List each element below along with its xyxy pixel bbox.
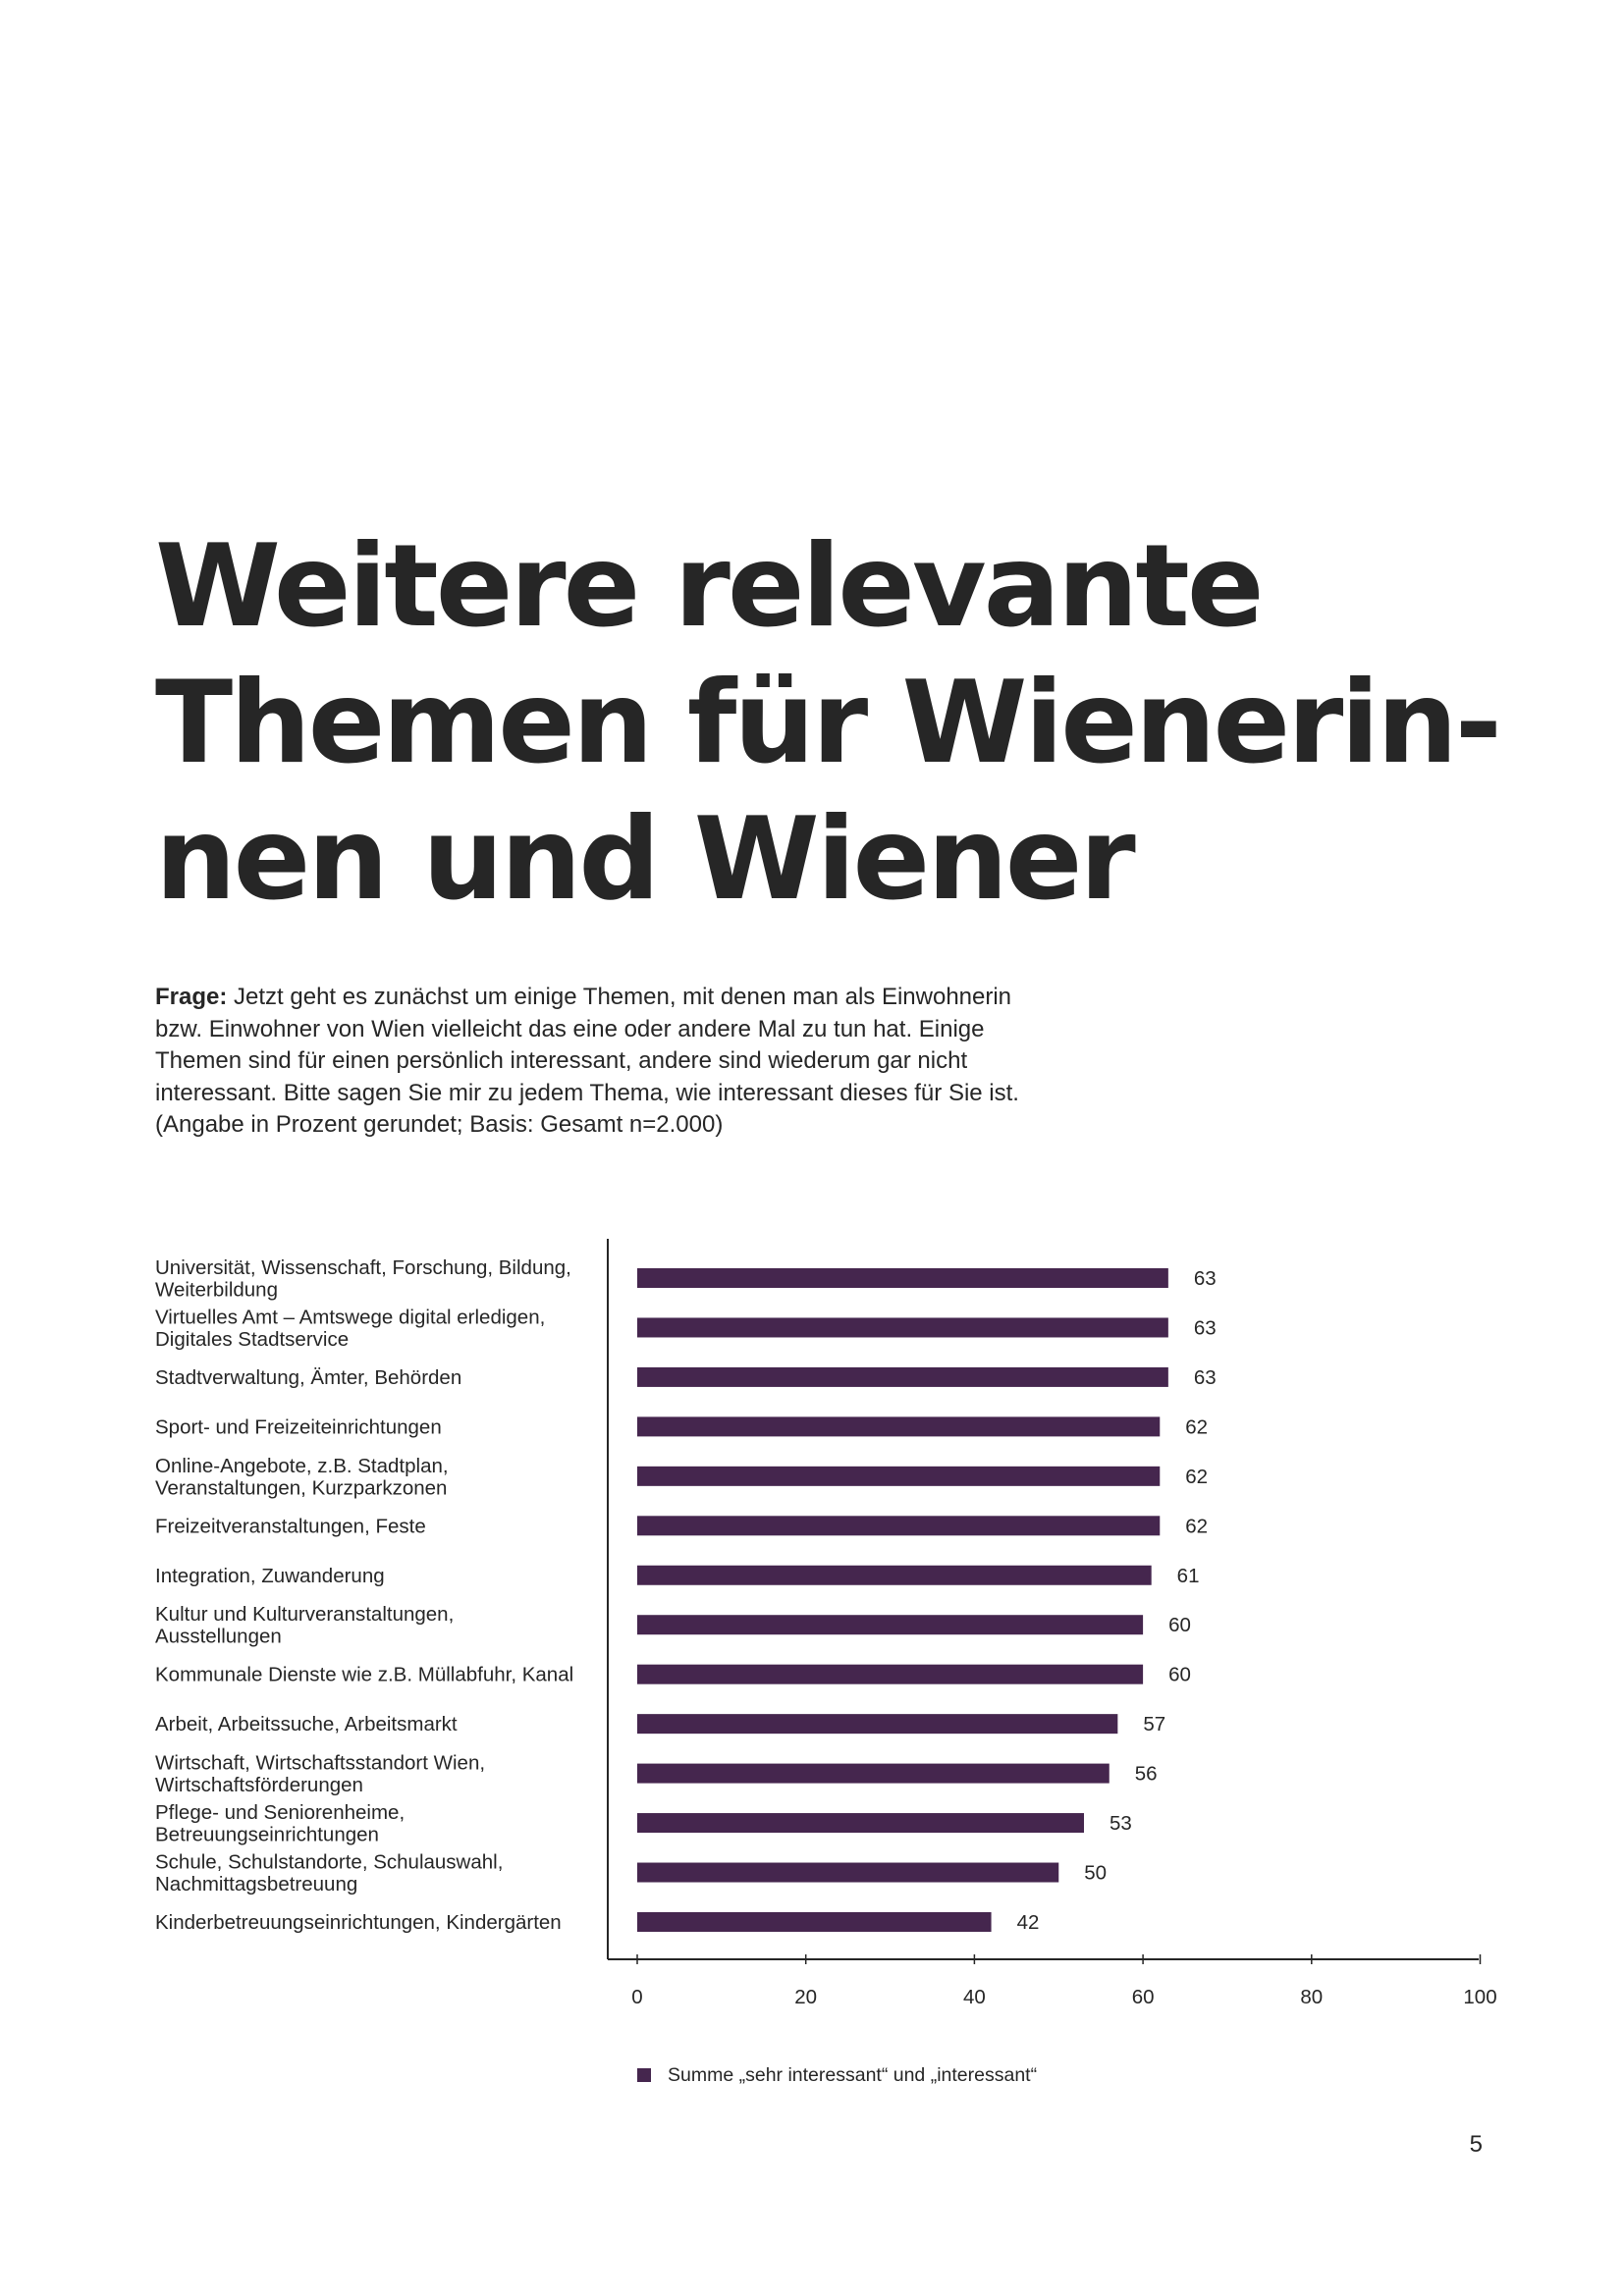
category-label: Digitales Stadtservice [155,1328,349,1351]
data-label: 60 [1168,1614,1191,1636]
data-label: 63 [1194,1267,1217,1290]
bar [637,1317,1168,1338]
bar [637,1416,1161,1437]
legend-label: Summe „sehr interessant“ und „interessan… [668,2064,1037,2086]
category-label: Stadtverwaltung, Ämter, Behörden [155,1366,461,1389]
category-label: Schule, Schulstandorte, Schulauswahl, [155,1851,503,1874]
category-label: Arbeit, Arbeitssuche, Arbeitsmarkt [155,1713,458,1735]
bar [637,1516,1161,1536]
data-label: 53 [1110,1812,1132,1835]
category-label: Wirtschaft, Wirtschaftsstandort Wien, [155,1752,485,1775]
data-label: 62 [1185,1415,1208,1438]
bar [637,1813,1085,1834]
question-line-1: Frage: Jetzt geht es zunächst um einige … [155,982,1058,1014]
data-label: 56 [1135,1763,1158,1786]
data-label: 63 [1194,1316,1217,1339]
question-line-2: bzw. Einwohner von Wien vielleicht das e… [155,1015,985,1042]
bar [637,1664,1144,1684]
category-label: Veranstaltungen, Kurzparkzonen [155,1476,447,1499]
bar [637,1466,1161,1486]
x-tick-label: 60 [1132,1986,1155,2008]
page-title-line-3: nen und Wiener [155,793,1136,926]
data-label: 42 [1017,1911,1040,1934]
x-tick-label: 40 [963,1986,986,2008]
category-label: Kommunale Dienste wie z.B. Müllabfuhr, K… [155,1664,573,1686]
data-label: 61 [1177,1565,1200,1587]
data-label: 57 [1143,1713,1165,1735]
x-tick-label: 0 [631,1986,642,2008]
category-label: Weiterbildung [155,1279,278,1302]
question-text: Frage: Jetzt geht es zunächst um einige … [155,982,1058,1142]
category-label: Betreuungseinrichtungen [155,1824,379,1846]
x-tick-label: 20 [794,1986,817,2008]
question-line-1-text: Jetzt geht es zunächst um einige Themen,… [227,984,1012,1010]
category-label: Virtuelles Amt – Amtswege digital erledi… [155,1306,545,1328]
bar [637,1911,992,1932]
page-number: 5 [1469,2131,1483,2158]
page-title: Weitere relevante Themen für Wienerin- n… [155,518,1502,928]
bar [637,1862,1059,1883]
bar [637,1714,1118,1735]
question-line-3: Themen sind für einen persönlich interes… [155,1047,968,1074]
question-line-4: interessant. Bitte sagen Sie mir zu jede… [155,1079,1019,1106]
category-label: Universität, Wissenschaft, Forschung, Bi… [155,1256,571,1279]
page-title-line-1: Weitere relevante [155,520,1265,653]
category-label: Ausstellungen [155,1626,282,1648]
category-label: Pflege- und Seniorenheime, [155,1801,405,1824]
category-label: Online-Angebote, z.B. Stadtplan, [155,1455,449,1477]
bar [637,1565,1152,1585]
category-label: Kultur und Kulturveranstaltungen, [155,1603,454,1626]
legend-swatch [637,2068,651,2082]
category-label: Integration, Zuwanderung [155,1565,385,1587]
data-label: 60 [1168,1664,1191,1686]
question-label: Frage: [155,984,228,1010]
bar [637,1615,1144,1635]
bar [637,1763,1110,1784]
category-label: Wirtschaftsförderungen [155,1774,363,1796]
x-tick-label: 80 [1300,1986,1323,2008]
question-line-5: (Angabe in Prozent gerundet; Basis: Gesa… [155,1111,724,1138]
bar [637,1366,1168,1387]
x-tick-label: 100 [1463,1986,1496,2008]
page-title-line-2: Themen für Wienerin- [155,657,1502,789]
category-label: Nachmittagsbetreuung [155,1873,357,1896]
data-label: 62 [1185,1515,1208,1537]
data-label: 63 [1194,1366,1217,1389]
category-label: Freizeitveranstaltungen, Feste [155,1515,426,1537]
data-label: 50 [1084,1862,1107,1885]
data-label: 62 [1185,1466,1208,1488]
category-label: Kinderbetreuungseinrichtungen, Kindergär… [155,1911,562,1934]
category-label: Sport- und Freizeiteinrichtungen [155,1415,442,1438]
bar [637,1268,1168,1288]
